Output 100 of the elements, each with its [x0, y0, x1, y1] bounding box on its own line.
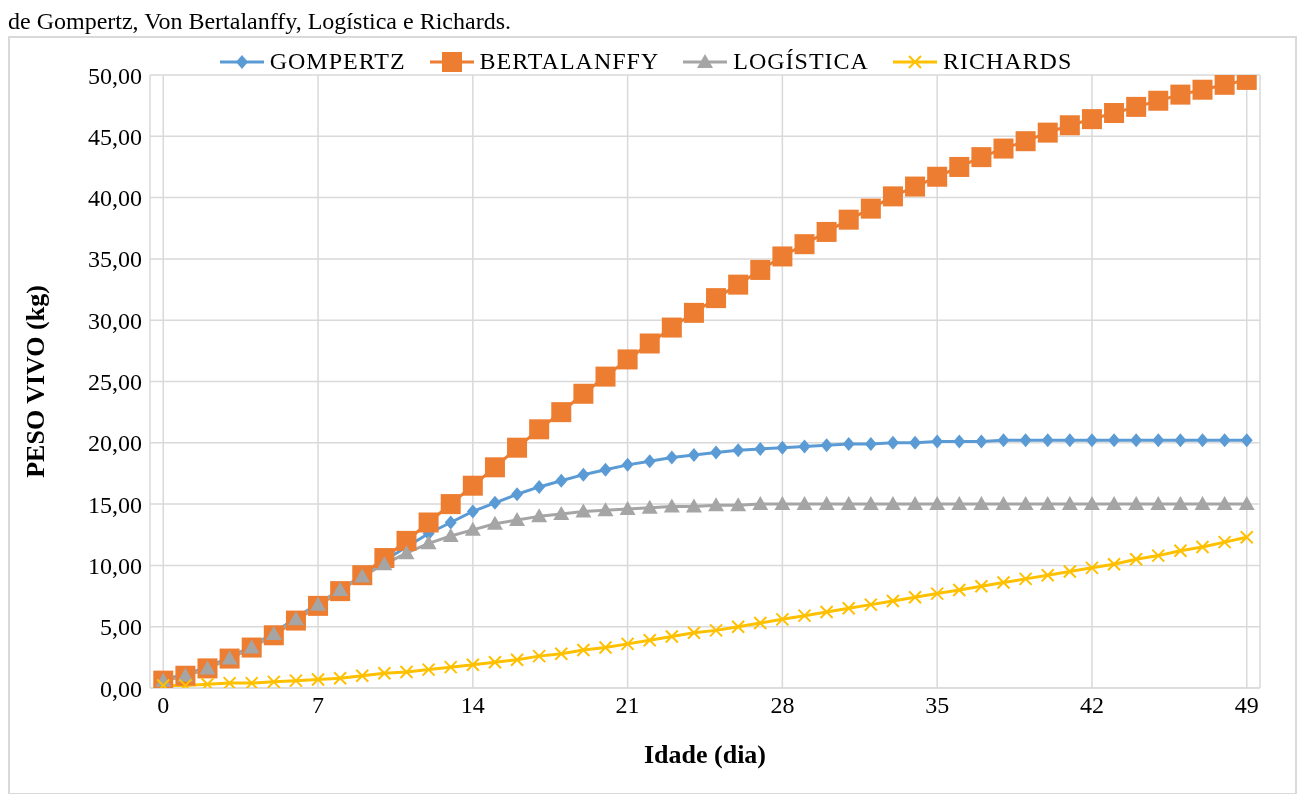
- point: [1238, 496, 1255, 511]
- point: [1015, 131, 1036, 152]
- point: [488, 495, 501, 510]
- point: [619, 501, 636, 515]
- point: [1017, 496, 1034, 511]
- point: [1126, 96, 1147, 117]
- point: [752, 496, 769, 511]
- point: [511, 487, 524, 502]
- point: [1108, 433, 1121, 448]
- point: [333, 671, 348, 686]
- point: [529, 419, 550, 440]
- point: [595, 366, 616, 387]
- point: [863, 597, 878, 612]
- point: [1084, 560, 1099, 575]
- point: [1104, 103, 1125, 124]
- point: [730, 497, 747, 512]
- point: [1151, 548, 1166, 563]
- point: [930, 586, 945, 601]
- point: [222, 676, 237, 688]
- point: [533, 479, 546, 494]
- point: [1239, 530, 1254, 545]
- point: [796, 496, 813, 511]
- point: [952, 582, 967, 597]
- point: [995, 496, 1012, 511]
- x-tick-label: 49: [1234, 692, 1259, 719]
- point: [311, 672, 326, 687]
- point: [1170, 84, 1191, 105]
- point: [1063, 433, 1076, 448]
- point: [710, 445, 723, 460]
- point: [975, 434, 988, 449]
- point: [664, 629, 679, 644]
- point: [507, 437, 528, 458]
- point: [864, 437, 877, 452]
- point: [531, 508, 548, 523]
- point: [642, 633, 657, 648]
- point: [266, 674, 281, 688]
- point: [1083, 496, 1100, 511]
- y-tick-label: 0,00: [100, 675, 142, 702]
- point: [862, 496, 879, 511]
- point: [1040, 568, 1055, 583]
- point: [555, 473, 568, 488]
- point: [440, 494, 461, 515]
- point: [554, 646, 569, 661]
- point: [750, 259, 771, 280]
- y-tick-label: 40,00: [88, 185, 142, 212]
- point: [553, 505, 570, 520]
- point: [377, 666, 392, 681]
- point: [884, 496, 901, 511]
- text: de Gompertz, Von Bertalanffy, Logística e Richards.: [8, 8, 512, 34]
- point: [1192, 79, 1213, 100]
- point: [551, 402, 572, 423]
- point: [686, 625, 701, 640]
- point: [443, 660, 458, 675]
- point: [577, 467, 590, 482]
- point: [1130, 433, 1143, 448]
- legend-label: GOMPERTZ: [269, 48, 406, 75]
- point: [886, 435, 899, 450]
- point: [398, 545, 415, 560]
- point: [996, 575, 1011, 590]
- point: [882, 186, 903, 207]
- point: [1240, 433, 1253, 448]
- point: [819, 604, 834, 619]
- point: [1019, 433, 1032, 448]
- x-tick-label: 7: [312, 692, 325, 719]
- x-tick-label: 14: [460, 692, 485, 719]
- point: [816, 221, 837, 242]
- point: [838, 209, 859, 230]
- point: [244, 676, 259, 688]
- point: [907, 496, 924, 511]
- point: [953, 434, 966, 449]
- point: [442, 527, 459, 542]
- point: [687, 448, 700, 463]
- point: [486, 515, 503, 530]
- point: [1107, 557, 1122, 572]
- point: [599, 462, 612, 477]
- point: [1194, 496, 1211, 511]
- point: [754, 441, 767, 456]
- point: [909, 435, 922, 450]
- point: [1172, 496, 1189, 511]
- point: [931, 434, 944, 449]
- point: [1018, 571, 1033, 586]
- point: [971, 147, 992, 168]
- point: [728, 274, 749, 295]
- point: [663, 498, 680, 513]
- point: [575, 503, 592, 518]
- point: [775, 612, 790, 627]
- point: [466, 504, 479, 519]
- point: [683, 302, 704, 323]
- x-tick-label: 0: [157, 692, 170, 719]
- y-tick-label: 30,00: [88, 307, 142, 334]
- point: [1039, 496, 1056, 511]
- point: [927, 166, 948, 187]
- point: [444, 515, 457, 530]
- point: [841, 601, 856, 616]
- x-tick-label: 21: [615, 692, 640, 719]
- y-axis-title: PESO VIVO (kg): [21, 285, 51, 478]
- y-tick-label: 5,00: [100, 614, 142, 641]
- point: [1128, 496, 1145, 511]
- point: [860, 198, 881, 219]
- point: [576, 642, 591, 657]
